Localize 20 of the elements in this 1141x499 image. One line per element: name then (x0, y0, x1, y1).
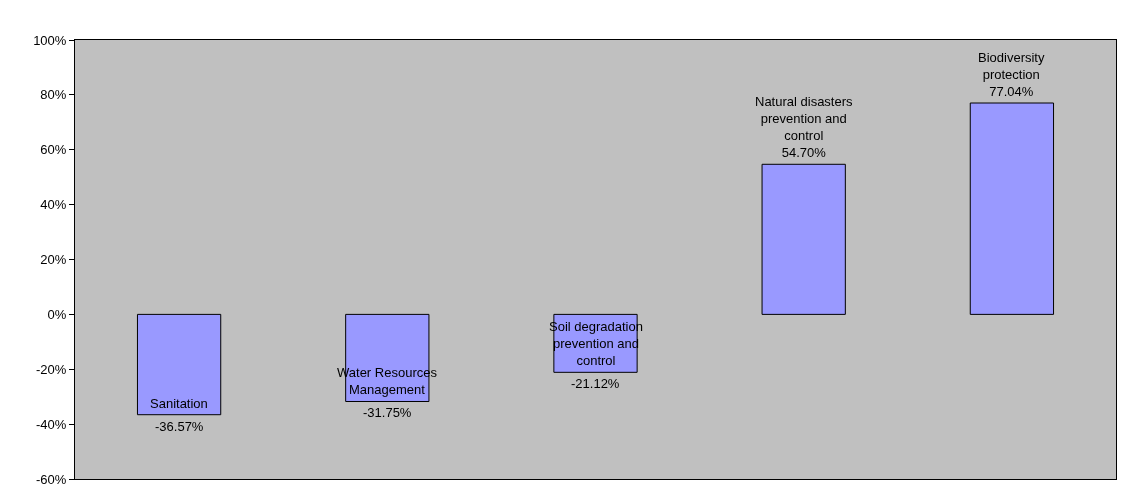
y-tick-label: 20% (40, 252, 67, 268)
bar (969, 102, 1055, 315)
data-label: -31.75% (363, 405, 412, 420)
y-tick-label: -60% (36, 471, 67, 487)
y-tick-label: 60% (40, 142, 67, 158)
y-tick-label: 0% (47, 306, 67, 322)
data-label: -36.57% (155, 419, 204, 434)
x-tick-label: Natural disasters prevention and control (755, 94, 854, 143)
x-tick-label: Biodiversity protection (978, 50, 1045, 82)
bar (761, 163, 846, 315)
y-tick-label: -20% (36, 361, 67, 377)
data-label: 77.04% (989, 83, 1034, 99)
y-tick-label: -40% (36, 416, 67, 432)
x-tick-label: Sanitation (150, 396, 208, 411)
y-tick-label: 80% (40, 87, 67, 103)
data-label: 54.70% (781, 144, 827, 160)
y-tick-label: 100% (33, 32, 67, 48)
bar (136, 313, 222, 416)
y-tick-label: 40% (40, 197, 67, 213)
data-label: -21.12% (571, 376, 620, 391)
